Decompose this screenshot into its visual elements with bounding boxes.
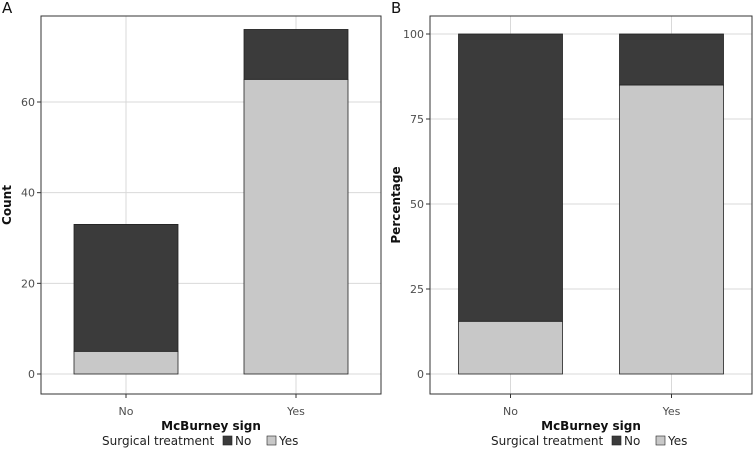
panel-b-ytick-label: 50 — [410, 198, 424, 211]
panel-a-bar-yes-no — [243, 29, 349, 80]
panel-b-yaxis-title: Percentage — [389, 166, 403, 243]
panel-b-bar-yes-no — [619, 33, 724, 86]
panel-b-ytick-label: 75 — [410, 113, 424, 126]
panel-a-ytick-label: 20 — [21, 277, 35, 290]
panel-a-xtick-label: Yes — [286, 405, 305, 418]
panel-b-bar-no-yes — [458, 320, 563, 375]
panel-b-ytick-label: 25 — [410, 283, 424, 296]
panel-a-yaxis-title: Count — [0, 185, 14, 225]
panel-b-letter: B — [391, 0, 401, 17]
panel-a-bar-no-no — [73, 223, 179, 352]
panel-a-bar-no-yes — [73, 350, 179, 375]
panel-a-letter: A — [2, 0, 13, 17]
panel-a-legend-swatch-yes — [266, 435, 277, 446]
panel-b-ytick-label: 100 — [403, 28, 424, 41]
panel-a-xtick-label: No — [119, 405, 134, 418]
panel-b-legend-swatch-yes — [655, 435, 666, 446]
panel-b-legend-title: Surgical treatment — [491, 434, 603, 448]
panel-b-xtick-label: No — [503, 405, 518, 418]
panel-a-xaxis-title: McBurney sign — [161, 419, 261, 433]
panel-b-xaxis-title: McBurney sign — [541, 419, 641, 433]
panel-a-ytick-label: 0 — [28, 368, 35, 381]
panel-b-legend-swatch-no — [611, 435, 622, 446]
panel-a-legend-swatch-no — [222, 435, 233, 446]
panel-b-xtick-label: Yes — [662, 405, 681, 418]
panel-a-ytick-label: 60 — [21, 96, 35, 109]
panel-a-legend-title: Surgical treatment — [102, 434, 214, 448]
panel-a-legend-label-yes: Yes — [278, 434, 298, 448]
panel-b-legend-label-yes: Yes — [667, 434, 687, 448]
panel-b-bar-yes-yes — [619, 84, 724, 375]
panel-a-legend-label-no: No — [235, 434, 251, 448]
panel-b-bar-no-no — [458, 33, 563, 322]
panel-b-ytick-label: 0 — [417, 368, 424, 381]
panel-b-legend-label-no: No — [624, 434, 640, 448]
panel-a-bar-yes-yes — [243, 78, 349, 375]
panel-b-border — [429, 15, 753, 395]
panel-a-border — [40, 15, 382, 395]
panel-a-ytick-label: 40 — [21, 187, 35, 200]
